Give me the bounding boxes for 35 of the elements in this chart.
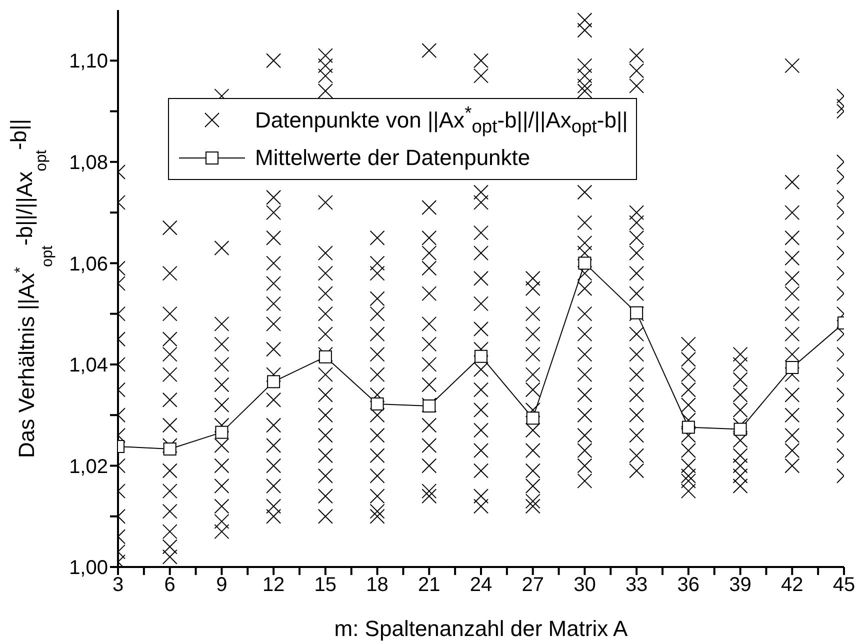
point [682,420,695,434]
legend-label: Datenpunkte von ||Ax$^{*}$$_{opt}$-b||/||Ax$_{opt}$-b|| [255,102,628,138]
y-tick-label: 1,10 [69,50,108,73]
y-tick-label: 1,08 [69,152,108,174]
point [370,397,384,410]
point [734,422,747,436]
y-tick-label: 1,00 [69,557,108,580]
x-tick-label: 18 [366,574,388,596]
x-tick-label: 21 [418,574,440,596]
y-tick-label: 1,06 [69,253,108,276]
x-tick-label: 12 [262,574,285,596]
point [163,442,176,456]
x-tick-label: 27 [522,574,544,596]
legend-label: Mittelwerte der Datenpunkte [255,145,530,171]
point [215,426,228,439]
x-axis-title: m: Spaltenanzahl der Matrix A [334,616,628,641]
x-tick-label: 36 [677,574,700,596]
x-tick-label: 30 [574,574,596,596]
x-tick-label: 24 [470,574,492,596]
x-tick-label: 45 [832,574,856,596]
x-tick-label: 33 [625,574,648,596]
point [578,256,592,270]
point [526,412,540,425]
x-tick-label: 39 [729,574,752,596]
point [474,350,488,363]
x-tick-label: 9 [216,574,228,596]
point [318,350,332,364]
y-tick-label: 1,02 [69,456,108,478]
point [786,360,799,374]
y-tick-label: 1,04 [69,354,108,377]
point [267,375,280,388]
x-tick-label: 6 [164,574,176,596]
x-tick-label: 3 [112,574,124,596]
x-tick-label: 15 [314,574,337,596]
x-tick-label: 42 [781,574,804,596]
